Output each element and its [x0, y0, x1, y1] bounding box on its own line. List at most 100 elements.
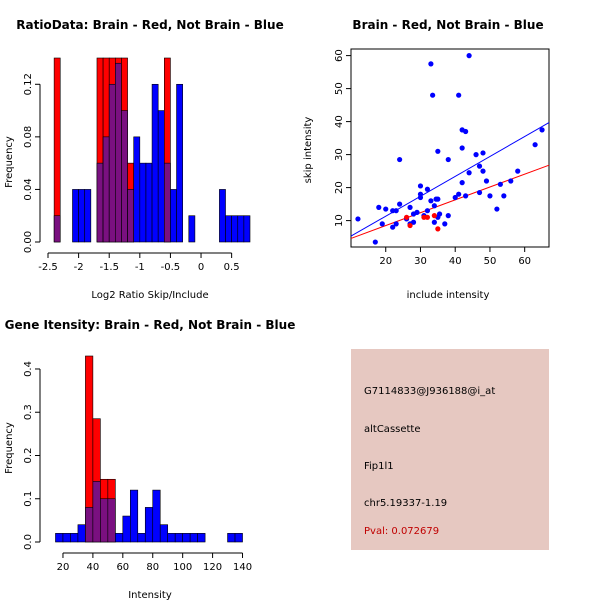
not-brain-point [379, 221, 385, 227]
ratio-histogram-y-axis: 0.00 0.04 0.08 0.12 [23, 73, 41, 253]
not-brain-point [445, 156, 451, 163]
brain-point [403, 214, 410, 220]
gene-name: Fip1l1 [364, 461, 394, 472]
not-brain-point [414, 209, 420, 215]
not-brain-point [476, 163, 483, 169]
p3-x-tick-label: 20 [57, 562, 70, 573]
p3-y-tick-label: 0.4 [23, 361, 34, 377]
scatter-x-tick-label: 60 [518, 256, 531, 267]
p1-not-brain-bar [151, 83, 159, 243]
p1-x-tick-label: 0.5 [224, 262, 240, 273]
p1-brain-bar [53, 57, 61, 243]
not-brain-point [435, 148, 441, 154]
not-brain-point [417, 191, 424, 197]
p1-not-brain-bar [188, 215, 196, 243]
p3-not-brain-bar [159, 524, 169, 543]
not-brain-point [424, 208, 431, 214]
scatter-plot-frame [350, 48, 550, 248]
p1-not-brain-bar [219, 189, 226, 243]
p1-x-tick-label: 0 [198, 262, 204, 273]
not-brain-point [463, 193, 469, 199]
p1-x-tick-label: -1 [135, 262, 145, 273]
p1-overlap-bar [115, 62, 122, 243]
not-brain-point [393, 208, 399, 214]
p-value: Pval: 0.072679 [364, 526, 440, 537]
scatter-title: Brain - Red, Not Brain - Blue [352, 18, 543, 32]
p3-not-brain-bar [115, 533, 124, 543]
not-brain-point [501, 193, 507, 199]
not-brain-point [390, 224, 396, 230]
not-brain-point [442, 221, 448, 227]
p3-y-tick-label: 0.1 [23, 491, 34, 507]
ratio-histogram-ylabel: Frequency [4, 136, 15, 188]
p1-overlap-bar [164, 162, 171, 243]
not-brain-point [473, 152, 479, 158]
p3-not-brain-bar [174, 533, 183, 543]
p1-not-brain-bar [237, 215, 245, 243]
not-brain-point [494, 206, 500, 212]
probe-id: G7114833@J936188@i_at [364, 386, 496, 397]
p3-not-brain-bar [182, 533, 191, 543]
not-brain-point [508, 178, 514, 184]
p3-not-brain-bar [122, 515, 131, 543]
scatter-x-tick-label: 20 [379, 256, 392, 267]
p3-overlap-bar [107, 498, 116, 543]
not-brain-point [459, 180, 465, 186]
p1-overlap-bar [121, 110, 128, 243]
p1-overlap-bar [96, 162, 104, 243]
p3-x-tick-label: 60 [116, 562, 129, 573]
p1-not-brain-bar [139, 162, 147, 243]
not-brain-point [487, 193, 493, 199]
p1-overlap-bar [108, 83, 116, 243]
p3-not-brain-bar [152, 489, 161, 543]
scatter-y-tick-label: 40 [334, 115, 345, 128]
genomic-location: chr5.19337-1.19 [364, 498, 448, 509]
p3-not-brain-bar [55, 533, 64, 543]
p3-not-brain-bar [227, 533, 236, 543]
p3-overlap-bar [92, 481, 101, 543]
not-brain-point [428, 198, 434, 204]
not-brain-point [452, 194, 458, 201]
not-brain-point [445, 213, 451, 219]
not-brain-point [463, 128, 469, 135]
p3-x-tick-label: 120 [203, 562, 222, 573]
ratio-histogram-x-axis: -2.5 -2 -1.5 -1 -0.5 0 0.5 [38, 252, 240, 273]
scatter-y-tick-label: 30 [334, 148, 345, 161]
p3-not-brain-bar [129, 489, 139, 543]
scatter-x-tick-label: 50 [484, 256, 497, 267]
p3-not-brain-bar [70, 533, 79, 543]
p3-not-brain-bar [77, 524, 86, 543]
intensity-histogram-xlabel: Intensity [128, 590, 172, 600]
p3-overlap-bar [100, 498, 109, 543]
p1-not-brain-bar [170, 189, 177, 243]
not-brain-point [466, 53, 472, 59]
p3-y-tick-label: 0.0 [23, 534, 34, 550]
p1-not-brain-bar [176, 83, 183, 243]
ratio-histogram-xlabel: Log2 Ratio Skip/Include [91, 290, 208, 301]
not-brain-point [466, 170, 472, 176]
p3-not-brain-bar [62, 533, 71, 543]
brain-fit-line [350, 164, 550, 239]
p1-not-brain-bar [157, 110, 165, 243]
p3-not-brain-bar [197, 533, 206, 543]
intensity-histogram-x-axis: 20 40 60 80 100 120 140 [57, 552, 252, 573]
intensity-histogram-title: Gene Itensity: Brain - Red, Not Brain - … [5, 318, 296, 332]
p1-not-brain-bar [133, 136, 141, 243]
p1-overlap-bar [102, 136, 110, 243]
p3-x-tick-label: 140 [233, 562, 252, 573]
not-brain-point [431, 219, 437, 225]
intensity-histogram-ylabel: Frequency [4, 422, 15, 474]
p1-y-tick-label: 0.04 [23, 178, 34, 200]
p3-overlap-bar [85, 507, 94, 543]
not-brain-point [428, 61, 434, 67]
not-brain-point [393, 221, 399, 227]
p3-y-tick-label: 0.2 [23, 448, 34, 464]
scatter-ylabel: skip intensity [303, 117, 314, 184]
not-brain-point [539, 127, 545, 133]
p3-not-brain-bar [234, 533, 243, 543]
not-brain-point [383, 206, 389, 212]
p3-y-tick-label: 0.3 [23, 404, 34, 420]
p3-not-brain-bar [144, 507, 154, 543]
ratio-histogram-title: RatioData: Brain - Red, Not Brain - Blue [16, 18, 283, 32]
p1-y-tick-label: 0.00 [23, 231, 34, 253]
